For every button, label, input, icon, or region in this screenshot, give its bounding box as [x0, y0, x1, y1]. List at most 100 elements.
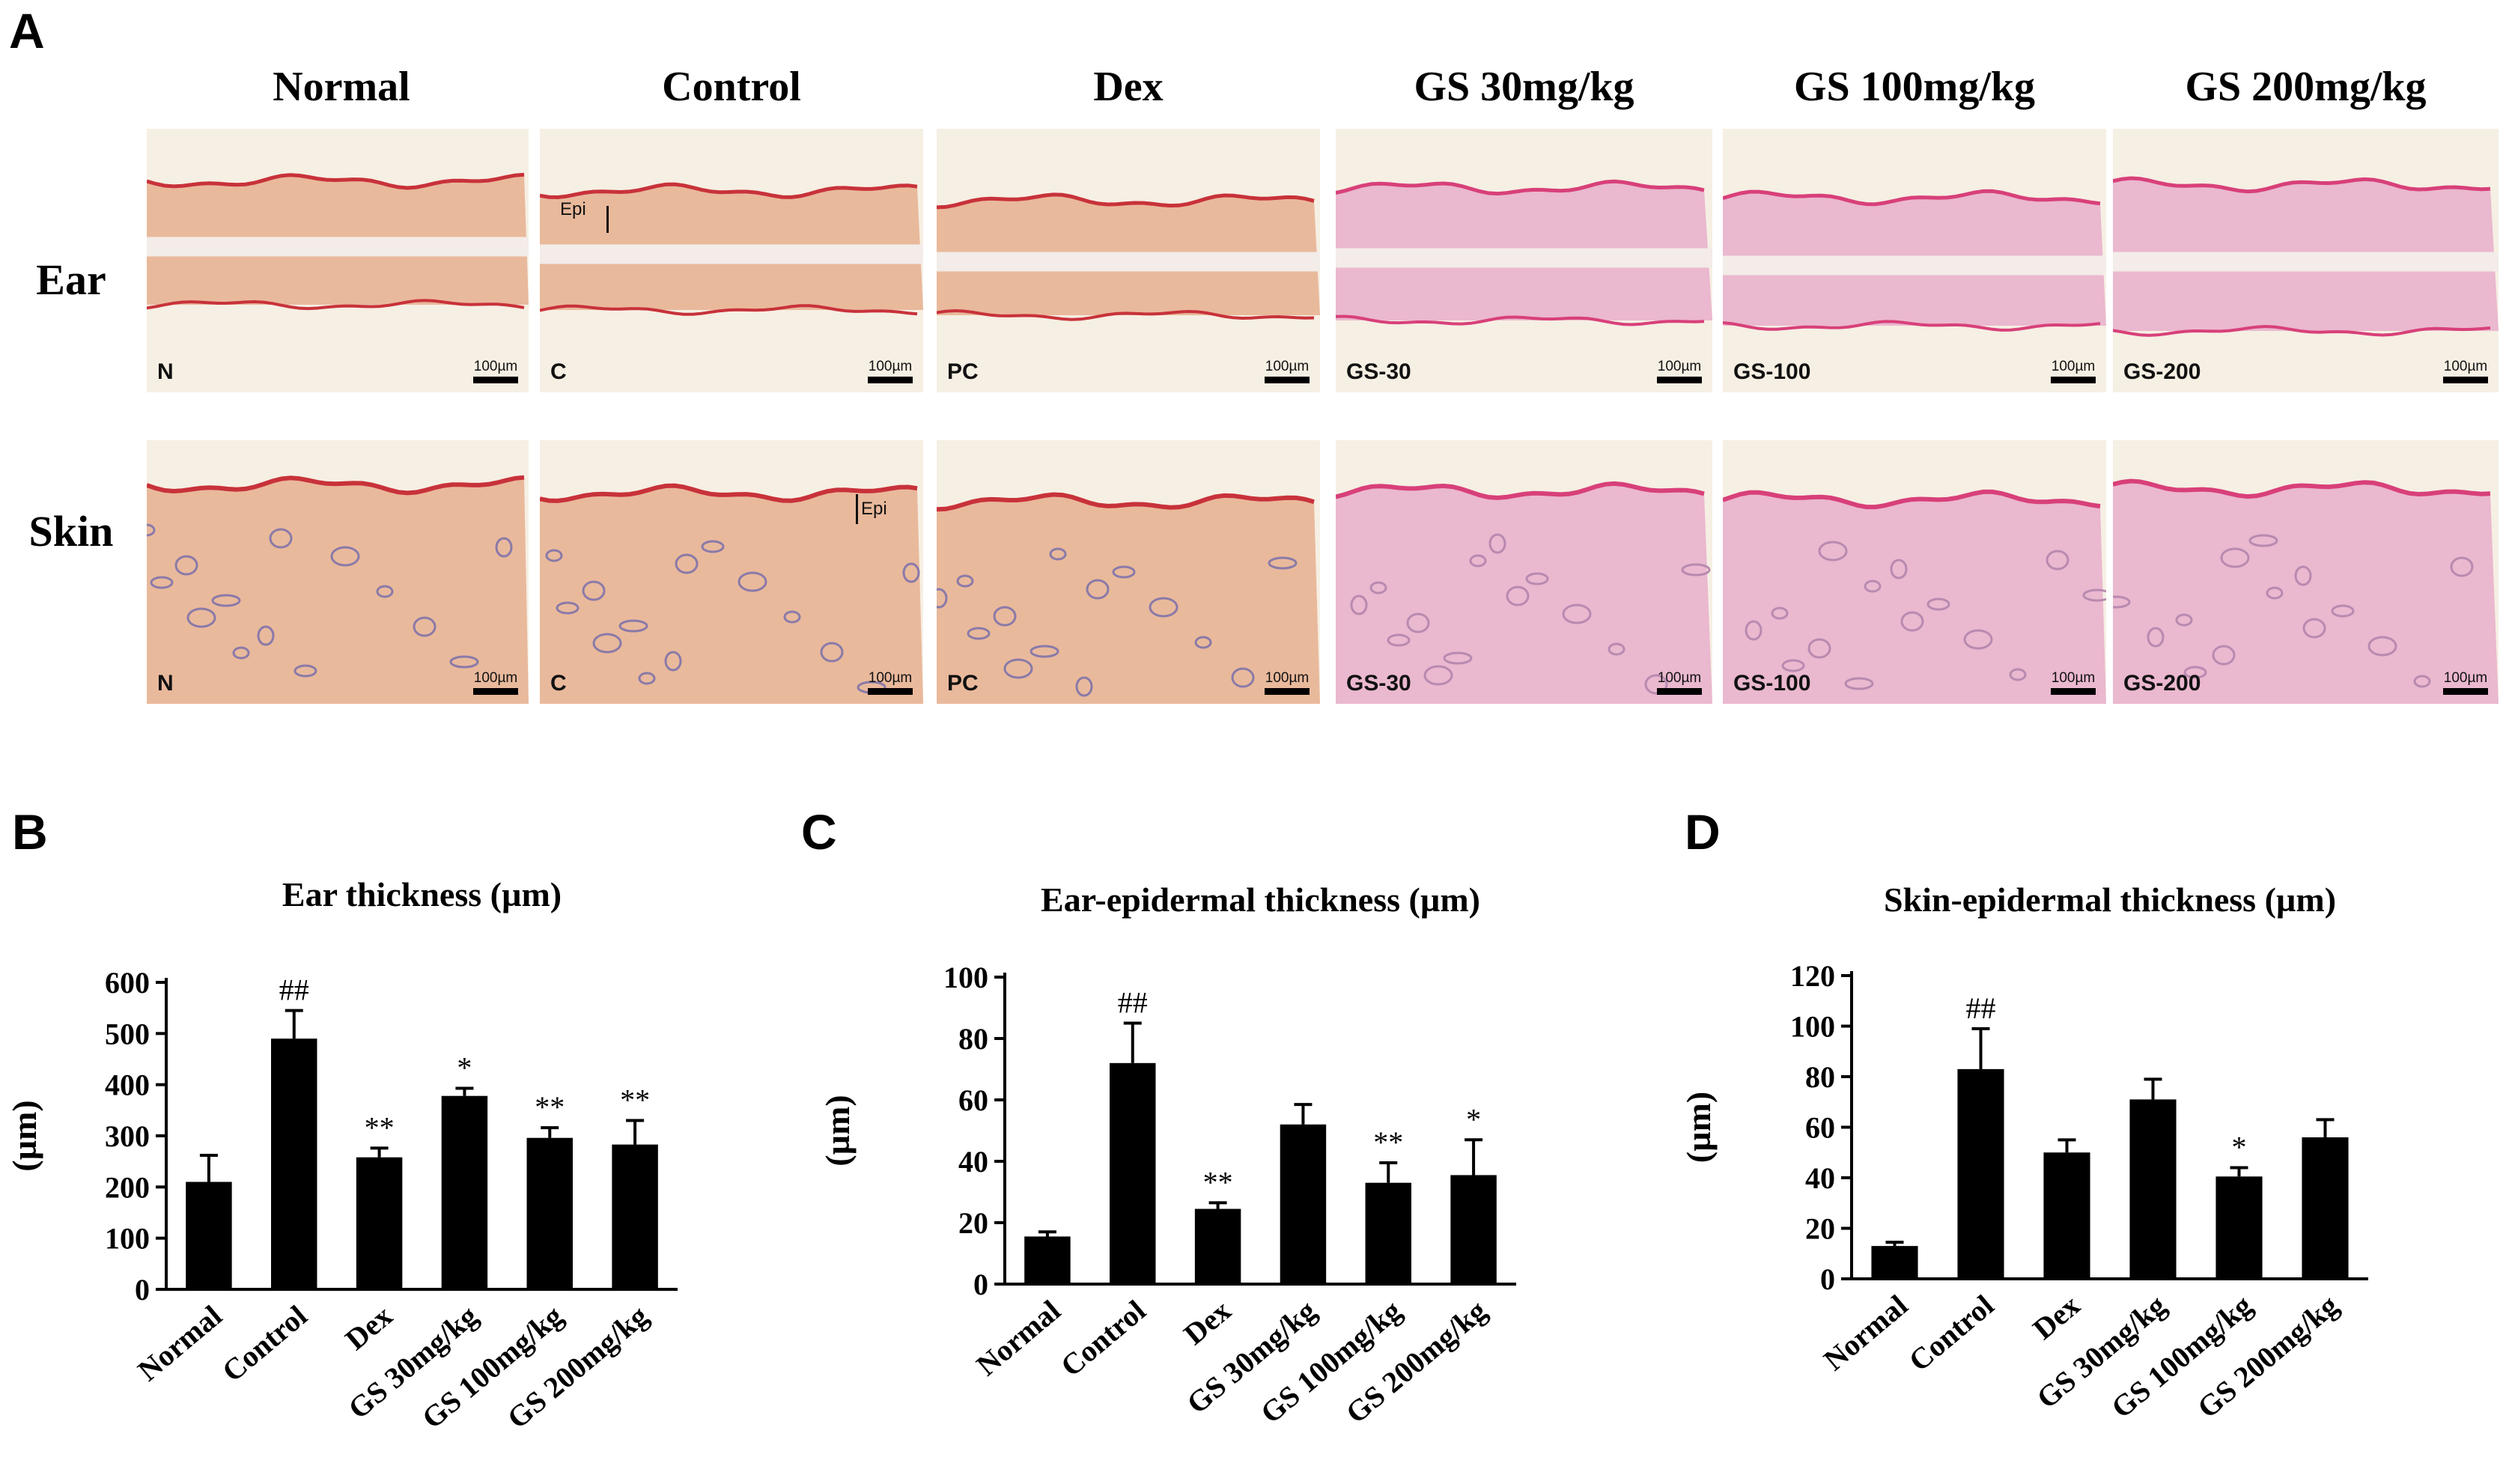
epi-marker-skin-control	[856, 494, 858, 524]
y-tick-label: 500	[105, 1017, 150, 1050]
micrograph-tag: C	[550, 671, 567, 696]
bar	[2043, 1152, 2090, 1279]
bar	[1110, 1062, 1156, 1284]
micrograph-tag: GS-30	[1346, 359, 1411, 384]
micrograph-ear-3: PC 100µm	[937, 129, 1320, 392]
y-tick-label: 60	[1805, 1111, 1835, 1145]
scale-bar-line	[2443, 688, 2488, 695]
scale-bar: 100µm	[2051, 670, 2096, 695]
panel-a-letter: A	[9, 3, 45, 58]
bar	[1957, 1068, 2004, 1279]
scale-bar: 100µm	[1657, 670, 1702, 695]
y-tick-label: 40	[1805, 1161, 1835, 1195]
micrograph-tag: N	[157, 359, 174, 384]
significance-mark: **	[620, 1083, 650, 1117]
bar	[1024, 1236, 1071, 1284]
y-tick-label: 40	[958, 1145, 988, 1179]
y-tick-label: 600	[105, 966, 150, 1000]
micrograph-ear-2: C 100µm	[540, 129, 923, 392]
chart-title: Ear-epidermal thickness (µm)	[1041, 881, 1480, 919]
micrograph-tag: GS-100	[1733, 359, 1811, 384]
significance-mark: **	[1203, 1165, 1233, 1199]
scale-bar-label: 100µm	[2443, 670, 2488, 686]
scale-bar-line	[868, 377, 913, 383]
panel-b-letter: B	[12, 804, 48, 860]
significance-mark: *	[457, 1050, 472, 1084]
bar	[2129, 1099, 2177, 1279]
y-tick-label: 0	[973, 1268, 988, 1301]
row-header-ear: Ear	[36, 255, 106, 304]
category-label: Control	[1903, 1288, 2001, 1378]
scale-bar: 100µm	[2051, 359, 2096, 383]
y-tick-label: 20	[1805, 1212, 1835, 1246]
scale-bar: 100µm	[1265, 670, 1310, 695]
scale-bar-line	[1265, 688, 1310, 695]
micrograph-tag: C	[550, 359, 567, 384]
micrograph-skin-6: GS-200 100µm	[2113, 440, 2499, 704]
scale-bar-label: 100µm	[473, 359, 518, 374]
scale-bar-line	[473, 688, 518, 695]
chart-ear-epidermal-thickness: Ear-epidermal thickness (µm) (µm) 0 20 40 60 8…	[824, 854, 1595, 1484]
scale-bar-line	[2051, 377, 2096, 383]
epi-label-skin-control: Epi	[861, 499, 887, 519]
bar	[1365, 1182, 1411, 1284]
micrograph-skin-5: GS-100 100µm	[1723, 440, 2106, 704]
micrograph-skin-3: PC 100µm	[937, 440, 1320, 704]
scale-bar: 100µm	[473, 359, 518, 383]
micrograph-ear-1: N 100µm	[147, 129, 529, 392]
scale-bar: 100µm	[1657, 359, 1702, 383]
y-tick-label: 400	[105, 1068, 150, 1102]
micrograph-tag: N	[157, 671, 174, 696]
scale-bar: 100µm	[1265, 359, 1310, 383]
category-label: Control	[216, 1298, 314, 1388]
scale-bar-line	[1657, 377, 1702, 383]
micrograph-ear-6: GS-200 100µm	[2113, 129, 2499, 392]
scale-bar: 100µm	[2443, 359, 2488, 383]
bar	[2215, 1176, 2263, 1279]
category-label: Normal	[131, 1298, 228, 1387]
y-tick-label: 80	[958, 1022, 988, 1056]
scale-bar-label: 100µm	[868, 670, 913, 686]
y-tick-label: 120	[1790, 959, 1835, 993]
significance-mark: **	[535, 1090, 565, 1124]
y-axis-label: (µm)	[824, 1095, 857, 1166]
significance-mark: **	[1373, 1125, 1403, 1159]
scale-bar-line	[1657, 688, 1702, 695]
category-label: Dex	[2026, 1288, 2086, 1345]
bar	[271, 1039, 317, 1289]
micrograph-tag: GS-100	[1733, 671, 1811, 696]
y-tick-label: 60	[958, 1083, 988, 1117]
y-tick-label: 0	[135, 1273, 150, 1307]
row-header-skin: Skin	[28, 507, 114, 556]
category-label: Control	[1054, 1293, 1152, 1383]
category-label: Dex	[1177, 1293, 1237, 1351]
chart-title: Skin-epidermal thickness (µm)	[1884, 881, 2336, 919]
scale-bar-label: 100µm	[1265, 670, 1310, 686]
bar	[526, 1137, 573, 1289]
micrograph-ear-5: GS-100 100µm	[1723, 129, 2106, 392]
significance-mark: ##	[1966, 991, 1996, 1025]
bar	[186, 1182, 232, 1289]
y-tick-label: 100	[105, 1222, 150, 1256]
bar	[1450, 1175, 1497, 1284]
significance-mark: *	[2232, 1131, 2247, 1164]
micrograph-tag: GS-200	[2123, 359, 2201, 384]
category-label: Normal	[1817, 1288, 1914, 1377]
micrograph-skin-1: N 100µm	[147, 440, 529, 704]
chart-skin-epidermal-thickness: Skin-epidermal thickness (µm) (µm) 0 20 40 60…	[1655, 854, 2503, 1484]
bar	[612, 1144, 658, 1289]
scale-bar-label: 100µm	[868, 359, 913, 374]
bar	[1871, 1246, 1918, 1279]
micrograph-tag: PC	[947, 671, 979, 696]
scale-bar: 100µm	[868, 359, 913, 383]
significance-mark: ##	[1118, 986, 1148, 1020]
scale-bar-label: 100µm	[1657, 670, 1702, 686]
column-header-control: Control	[662, 64, 801, 110]
micrograph-ear-4: GS-30 100µm	[1336, 129, 1712, 392]
micrograph-tag: GS-30	[1346, 671, 1411, 696]
micrograph-skin-2: C 100µm	[540, 440, 923, 704]
significance-mark: *	[1466, 1102, 1481, 1136]
chart-ear-thickness: Ear thickness (µm) (µm) 0 100 200 300 400 500 60…	[0, 854, 756, 1484]
y-tick-label: 80	[1805, 1060, 1835, 1094]
scale-bar-label: 100µm	[1265, 359, 1310, 374]
